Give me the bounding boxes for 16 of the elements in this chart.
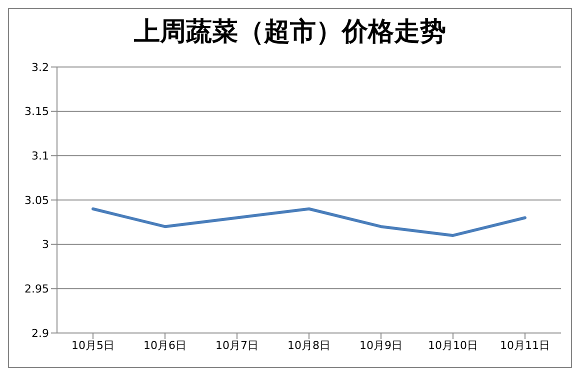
y-tick-label: 3.15: [24, 105, 49, 118]
y-tick-label: 2.95: [24, 282, 49, 296]
y-tick-label: 2.9: [32, 326, 49, 340]
x-tick-label: 10月11日: [500, 338, 550, 352]
x-tick-label: 10月8日: [288, 338, 330, 352]
chart-title: 上周蔬菜（超市）价格走势: [133, 16, 447, 49]
x-tick-label: 10月6日: [144, 338, 186, 352]
line-series: [92, 207, 526, 237]
y-tick-label: 3: [42, 238, 49, 252]
x-tick-label: 10月5日: [72, 338, 114, 352]
x-tick-label: 10月9日: [360, 338, 402, 352]
x-tick-label: 10月10日: [428, 338, 478, 352]
y-tick-label: 3.1: [32, 150, 49, 163]
x-tick-label: 10月7日: [216, 338, 258, 352]
y-tick-label: 3.2: [32, 60, 49, 74]
y-tick-label: 3.05: [24, 194, 49, 207]
